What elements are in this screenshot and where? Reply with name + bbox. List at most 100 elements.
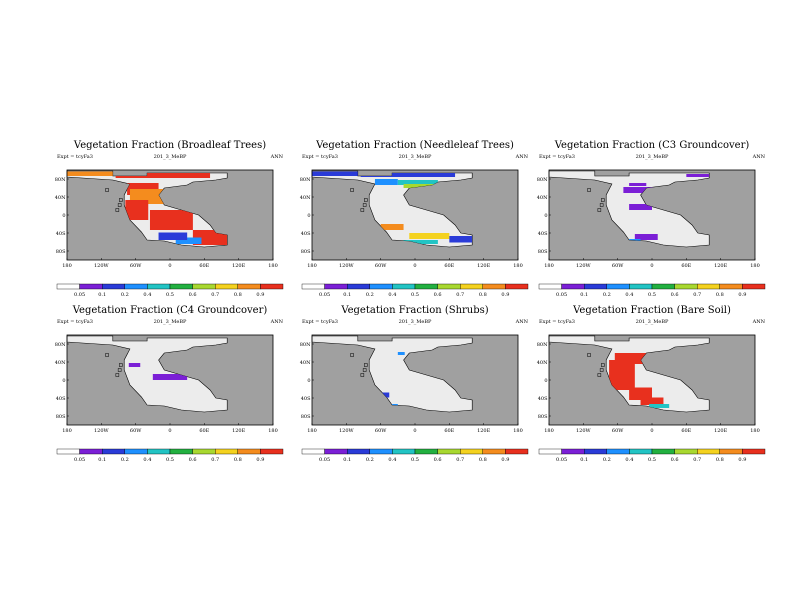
- y-tick-label: 80S: [301, 414, 311, 420]
- x-tick-label: 120E: [232, 428, 246, 434]
- colorbar: 0.05 0.1 0.2 0.4 0.5 0.6 0.7 0.8 0.9: [56, 448, 284, 463]
- x-tick-label: 60W: [130, 428, 142, 434]
- panel-c4-groundcover: Vegetation Fraction (C4 Groundcover) Exp…: [55, 305, 285, 470]
- island: [599, 368, 604, 372]
- data-cell: [380, 392, 390, 398]
- colorbar-swatch: [56, 448, 80, 455]
- x-tick-label: 180: [268, 428, 278, 434]
- colorbar-swatch: [324, 448, 348, 455]
- x-tick-label: 0: [168, 428, 171, 434]
- colorbar-swatch: [719, 448, 743, 455]
- y-tick-label: 40N: [55, 195, 66, 201]
- data-cell: [409, 233, 450, 239]
- island: [601, 198, 605, 202]
- y-tick-label: 40N: [537, 195, 548, 201]
- colorbar: 0.05 0.1 0.2 0.4 0.5 0.6 0.7 0.8 0.9: [538, 448, 766, 463]
- colorbar-swatch: [584, 283, 608, 290]
- island: [105, 353, 109, 357]
- colorbar-label: 0.5: [648, 292, 656, 298]
- y-tick-label: 40S: [56, 231, 66, 237]
- colorbar-swatch: [606, 448, 630, 455]
- island: [350, 353, 354, 357]
- y-tick-label: 40S: [538, 396, 548, 402]
- colorbar-label: 0.4: [388, 457, 396, 463]
- y-tick-label: 40S: [301, 396, 311, 402]
- map-plot: 180 120W 60W 0 60E 120E 180 80N 40N 0 40S 80S: [537, 169, 760, 269]
- x-tick-label: 60W: [612, 263, 624, 269]
- colorbar-label: 0.9: [738, 292, 746, 298]
- data-cell: [128, 363, 141, 367]
- period-label: ANN: [752, 319, 765, 325]
- island: [117, 368, 122, 372]
- colorbar-swatch: [584, 448, 608, 455]
- colorbar-swatch: [606, 283, 630, 290]
- x-tick-label: 120E: [714, 428, 728, 434]
- x-tick-label: 60E: [444, 263, 454, 269]
- run-label: 201_3_MeBP: [398, 319, 432, 325]
- data-cell: [614, 353, 650, 364]
- data-cell: [629, 204, 652, 210]
- island: [115, 208, 120, 212]
- data-cell: [374, 179, 398, 185]
- data-layer: [128, 363, 188, 380]
- colorbar-swatch: [147, 283, 171, 290]
- data-cell: [360, 172, 456, 177]
- x-tick-label: 60E: [681, 428, 691, 434]
- colorbar-label: 0.6: [671, 292, 679, 298]
- island: [601, 363, 605, 367]
- colorbar-swatch: [696, 283, 720, 290]
- island: [597, 208, 602, 212]
- panel-needleleaf-trees: Vegetation Fraction (Needleleaf Trees) E…: [300, 140, 530, 305]
- expt-label: Expt = tcyFa3: [302, 319, 338, 325]
- continent: [311, 170, 473, 248]
- expt-label: Expt = tcyFa3: [539, 319, 575, 325]
- period-label: ANN: [270, 319, 283, 325]
- colorbar-label: 0.2: [121, 292, 129, 298]
- colorbar-label: 0.6: [434, 457, 442, 463]
- island: [599, 203, 604, 207]
- x-tick-label: 120W: [576, 428, 592, 434]
- colorbar-label: 0.4: [143, 292, 151, 298]
- colorbar-label: 0.05: [556, 292, 567, 298]
- colorbar-swatch: [505, 448, 529, 455]
- y-tick-label: 0: [544, 213, 547, 219]
- y-tick-label: 80S: [56, 249, 66, 255]
- island: [360, 208, 365, 212]
- x-tick-label: 60W: [612, 428, 624, 434]
- colorbar-swatch: [538, 283, 562, 290]
- y-tick-label: 40S: [56, 396, 66, 402]
- colorbar-label: 0.1: [580, 457, 588, 463]
- data-cell: [380, 224, 404, 230]
- colorbar-label: 0.1: [343, 292, 351, 298]
- colorbar-swatch: [214, 448, 238, 455]
- panel-c3-groundcover: Vegetation Fraction (C3 Groundcover) Exp…: [537, 140, 767, 305]
- colorbar-label: 0.2: [121, 457, 129, 463]
- colorbar-label: 0.9: [501, 457, 509, 463]
- colorbar-swatch: [102, 283, 126, 290]
- colorbar-swatch: [214, 283, 238, 290]
- colorbar-swatch: [237, 283, 261, 290]
- island: [105, 188, 109, 192]
- x-tick-label: 180: [62, 263, 72, 269]
- x-tick-label: 180: [750, 263, 760, 269]
- x-tick-label: 60E: [681, 263, 691, 269]
- colorbar-label: 0.4: [388, 292, 396, 298]
- colorbar-swatch: [237, 448, 261, 455]
- period-label: ANN: [270, 154, 283, 160]
- y-tick-label: 80N: [537, 177, 548, 183]
- colorbar-swatch: [347, 283, 371, 290]
- colorbar-swatch: [56, 283, 80, 290]
- colorbar-label: 0.05: [74, 457, 85, 463]
- island: [364, 198, 368, 202]
- island: [587, 353, 591, 357]
- colorbar-swatch: [324, 283, 348, 290]
- colorbar-label: 0.8: [234, 457, 242, 463]
- colorbar-label: 0.9: [256, 457, 264, 463]
- period-label: ANN: [752, 154, 765, 160]
- colorbar-label: 0.4: [625, 457, 633, 463]
- island: [350, 188, 354, 192]
- colorbar-swatch: [651, 448, 675, 455]
- map-plot: 180 120W 60W 0 60E 120E 180 80N 40N 0 40S 80S: [537, 334, 760, 434]
- colorbar-swatch: [79, 283, 103, 290]
- colorbar-label: 0.6: [434, 292, 442, 298]
